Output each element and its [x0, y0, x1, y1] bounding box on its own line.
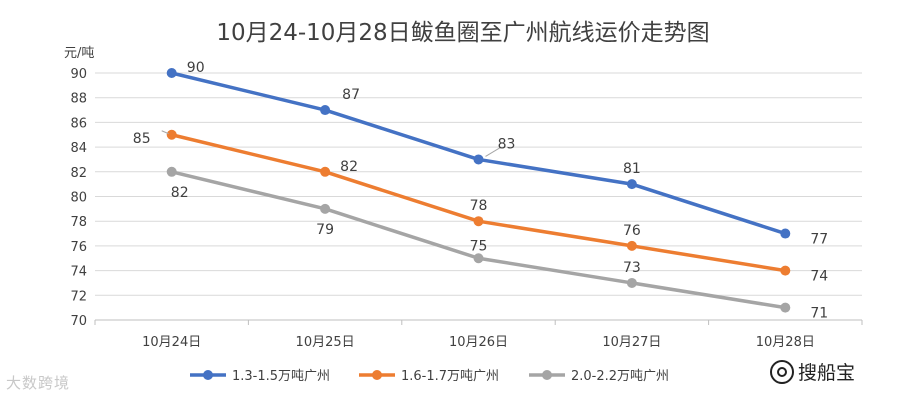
data-point — [626, 277, 637, 288]
legend-swatch-marker — [372, 370, 382, 380]
data-label: 83 — [498, 136, 516, 152]
data-point — [320, 105, 331, 116]
data-label: 85 — [133, 131, 151, 147]
data-label: 76 — [623, 223, 641, 239]
data-point — [166, 68, 177, 78]
data-point — [780, 228, 791, 239]
legend: 1.3-1.5万吨广州 1.6-1.7万吨广州 2.0-2.2万吨广州 — [190, 369, 669, 384]
data-point — [780, 265, 791, 276]
y-tick-label: 76 — [70, 240, 87, 255]
x-tick-label: 10月28日 — [756, 335, 815, 350]
data-point — [320, 166, 331, 177]
y-tick-label: 74 — [70, 265, 87, 280]
data-point — [626, 240, 637, 251]
watermark-right: 搜船宝 — [770, 358, 855, 385]
series-lines — [166, 68, 791, 313]
data-label: 82 — [340, 159, 358, 175]
label-leader-line — [161, 130, 169, 135]
data-label: 81 — [623, 161, 641, 177]
watermark-right-text: 搜船宝 — [798, 362, 856, 384]
y-tick-label: 72 — [70, 289, 87, 304]
y-tick-label: 86 — [70, 116, 87, 131]
data-point — [320, 203, 331, 214]
y-tick-label: 78 — [70, 215, 87, 230]
data-label: 82 — [171, 185, 189, 201]
x-tick-label: 10月25日 — [296, 335, 355, 350]
legend-label: 2.0-2.2万吨广州 — [571, 369, 669, 384]
data-label: 78 — [470, 198, 488, 214]
y-tick-label: 88 — [70, 92, 87, 107]
x-tick-label: 10月24日 — [142, 335, 201, 350]
watermark-left-text: 大数跨境 — [6, 374, 71, 392]
data-label: 74 — [810, 269, 828, 285]
legend-label: 1.6-1.7万吨广州 — [401, 369, 499, 384]
x-tick-label: 10月26日 — [449, 335, 508, 350]
y-tick-label: 80 — [70, 191, 87, 206]
axes: 70 72 74 76 78 80 82 84 86 88 90 10月24日 10月25日 10月26日… — [70, 67, 863, 350]
data-labels: 90 87 83 81 77 85 82 78 76 74 82 79 75 73 71 — [133, 60, 829, 322]
data-point — [626, 179, 637, 190]
data-point — [473, 216, 484, 227]
data-point — [473, 253, 484, 264]
y-tick-label: 70 — [70, 314, 87, 329]
data-label: 79 — [316, 222, 334, 238]
y-tick-label: 84 — [70, 141, 87, 156]
data-label: 73 — [623, 260, 641, 276]
data-point — [166, 129, 177, 140]
label-leader-line — [485, 147, 501, 157]
data-label: 75 — [470, 238, 488, 254]
legend-swatch-marker — [203, 370, 213, 380]
data-point — [473, 154, 484, 165]
legend-swatch-marker — [542, 370, 552, 380]
data-label: 90 — [187, 60, 205, 76]
wechat-logo-icon — [770, 359, 794, 384]
watermark-left: 大数跨境 — [6, 372, 70, 393]
data-label: 71 — [810, 306, 828, 322]
data-point — [166, 166, 177, 177]
chart-title: 10月24-10月28日鲅鱼圈至广州航线运价走势图 — [216, 20, 709, 46]
y-tick-label: 90 — [70, 67, 87, 82]
y-axis-label: 元/吨 — [64, 46, 94, 61]
legend-label: 1.3-1.5万吨广州 — [232, 369, 330, 384]
data-point — [780, 302, 791, 313]
x-tick-label: 10月27日 — [602, 335, 661, 350]
y-tick-label: 82 — [70, 166, 87, 181]
data-label: 87 — [342, 87, 360, 103]
data-label: 77 — [810, 232, 828, 248]
